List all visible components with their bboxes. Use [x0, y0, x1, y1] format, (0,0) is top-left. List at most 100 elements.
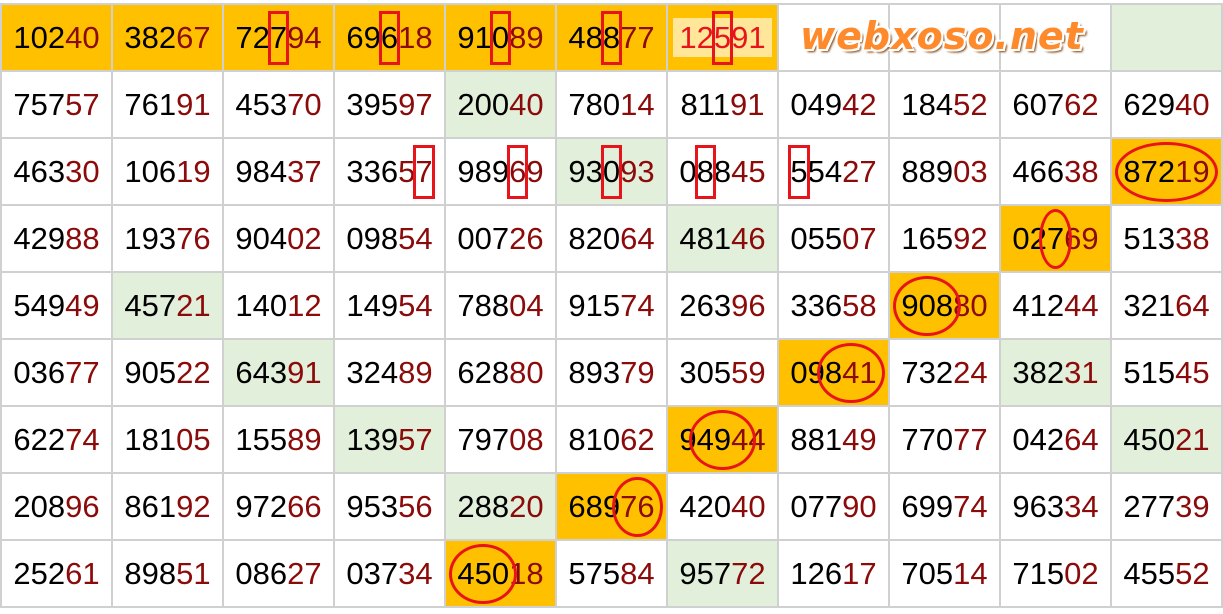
tail-digit: 8	[509, 354, 527, 390]
head-digit: 6	[141, 488, 159, 524]
number-cell: 62940	[1110, 70, 1223, 139]
tail-digit: 2	[1081, 86, 1099, 122]
head-digit: 4	[679, 220, 697, 256]
number-cell: 57584	[555, 539, 668, 608]
tail-digit: 4	[731, 488, 749, 524]
head-digit: 8	[491, 354, 510, 390]
tail-digit: 3	[970, 153, 988, 189]
number-cell: 04264	[999, 405, 1112, 474]
number-cell: 78014	[555, 70, 668, 139]
number-cell: 00726	[444, 204, 557, 273]
tail-digit: 6	[620, 421, 638, 457]
head-digit: 8	[680, 86, 698, 122]
head-digit: 8	[585, 86, 603, 122]
head-digit: 3	[790, 287, 808, 323]
number-cell: 10240	[0, 3, 113, 72]
tail-digit: 5	[65, 86, 83, 122]
head-digit: 9	[568, 287, 586, 323]
digit-box-mark: 5	[788, 144, 810, 199]
head-digit: 8	[935, 287, 954, 323]
tail-digit: 4	[509, 86, 527, 122]
head-digit: 3	[1157, 220, 1176, 256]
head-digit: 6	[457, 354, 475, 390]
tail-digit: 3	[637, 153, 655, 189]
number-cell: 81191	[666, 70, 779, 139]
tail-digit: 5	[842, 287, 860, 323]
tail-digit: 7	[65, 421, 83, 457]
head-digit: 5	[790, 153, 808, 189]
head-digit: 5	[935, 220, 954, 256]
head-digit: 7	[901, 354, 919, 390]
head-digit: 7	[918, 421, 936, 457]
tail-digit: 8	[1081, 153, 1099, 189]
head-digit: 9	[1012, 488, 1030, 524]
head-digit: 3	[158, 220, 177, 256]
number-cell: 48146	[666, 204, 779, 273]
number-cell: 03734	[333, 539, 446, 608]
number-cell: 64391	[222, 338, 335, 407]
number-cell: 45552	[1110, 539, 1223, 608]
tail-digit: 7	[82, 354, 100, 390]
head-digit: 2	[363, 354, 381, 390]
tail-digit: 8	[859, 287, 877, 323]
number-cell: 48877	[555, 3, 668, 72]
tail-digit: 2	[176, 354, 194, 390]
head-digit: 1	[901, 220, 919, 256]
head-digit: 6	[158, 153, 177, 189]
number-cell: 95772	[666, 539, 779, 608]
number-cell: 72794	[222, 3, 335, 72]
tail-digit: 2	[970, 86, 988, 122]
head-digit: 9	[363, 19, 381, 55]
ellipse-mark: 450	[449, 543, 517, 604]
head-digit: 1	[1140, 354, 1158, 390]
tail-digit: 7	[953, 488, 971, 524]
tail-digit: 6	[304, 488, 322, 524]
head-digit: 1	[585, 287, 603, 323]
head-digit: 6	[824, 287, 843, 323]
ellipse-mark: 87219	[1115, 141, 1218, 202]
number-cell: 73224	[888, 338, 1001, 407]
head-digit: 0	[491, 19, 510, 55]
head-digit: 8	[474, 287, 492, 323]
head-digit: 2	[696, 488, 714, 524]
head-digit: 7	[269, 19, 288, 55]
head-digit: 5	[141, 287, 159, 323]
head-digit: 6	[380, 19, 399, 55]
number-cell: 16592	[888, 204, 1001, 273]
tail-digit: 8	[65, 220, 83, 256]
tail-digit: 7	[859, 220, 877, 256]
head-digit: 9	[1157, 86, 1176, 122]
head-digit: 3	[269, 86, 288, 122]
tail-digit: 3	[1064, 488, 1082, 524]
head-digit: 0	[1029, 86, 1047, 122]
head-digit: 1	[158, 86, 177, 122]
head-digit: 1	[1029, 555, 1047, 591]
number-cell: 14954	[333, 271, 446, 340]
head-digit: 2	[807, 555, 825, 591]
number-cell: 89851	[111, 539, 224, 608]
head-digit: 8	[918, 86, 936, 122]
head-digit: 7	[807, 488, 825, 524]
head-digit: 9	[491, 153, 510, 189]
number-cell: 15589	[222, 405, 335, 474]
number-cell: 39597	[333, 70, 446, 139]
head-digit: 3	[47, 153, 66, 189]
tail-digit: 8	[526, 555, 544, 591]
tail-digit: 9	[1192, 488, 1210, 524]
tail-digit: 9	[415, 354, 433, 390]
tail-digit: 7	[731, 555, 749, 591]
head-digit: 8	[807, 421, 825, 457]
tail-digit: 3	[1064, 354, 1082, 390]
number-cell: 78804	[444, 271, 557, 340]
head-digit: 7	[491, 421, 510, 457]
tail-digit: 4	[304, 19, 322, 55]
head-digit: 1	[1140, 220, 1158, 256]
head-digit: 5	[30, 86, 48, 122]
tail-digit: 4	[637, 86, 655, 122]
tail-digit: 1	[82, 555, 100, 591]
head-digit: 8	[380, 220, 399, 256]
head-digit: 1	[124, 220, 142, 256]
tail-digit: 9	[304, 421, 322, 457]
head-digit: 7	[1140, 153, 1158, 189]
head-digit: 0	[346, 555, 364, 591]
